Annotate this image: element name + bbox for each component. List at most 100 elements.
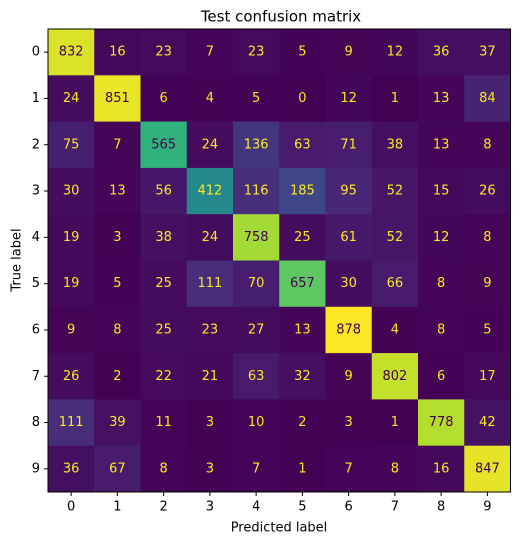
cell [418, 445, 465, 493]
cell-label: 4 [206, 91, 214, 106]
cell-label: 12 [340, 91, 357, 106]
y-axis-label: True label [10, 228, 25, 292]
cell [233, 214, 280, 261]
cell-label: 13 [433, 91, 450, 106]
cell [186, 353, 234, 400]
cell [233, 75, 280, 123]
cell [48, 75, 95, 123]
cell-label: 30 [340, 276, 357, 291]
cell [325, 353, 373, 400]
cell [464, 306, 511, 354]
y-tick-label: 7 [32, 369, 40, 384]
cell-label: 71 [340, 137, 357, 152]
cell [371, 75, 419, 123]
cell [94, 167, 141, 215]
cell-label: 851 [105, 91, 130, 106]
cell [140, 214, 188, 261]
cell-label: 13 [109, 184, 126, 199]
cell-label: 778 [429, 415, 454, 430]
cell-label: 9 [67, 322, 75, 337]
x-tick-label: 4 [252, 500, 260, 515]
cell-label: 7 [206, 45, 214, 60]
cell-label: 8 [113, 322, 121, 337]
cell [140, 445, 188, 493]
cell [48, 445, 95, 493]
cell [418, 214, 465, 261]
cell-label: 5 [113, 276, 121, 291]
cell-label: 39 [109, 415, 126, 430]
cell-label: 30 [63, 184, 80, 199]
cell [140, 75, 188, 123]
cell-label: 12 [433, 230, 450, 245]
cell [371, 167, 419, 215]
cell [464, 75, 511, 123]
cell [233, 306, 280, 354]
cell-label: 63 [248, 369, 265, 384]
cell-label: 17 [479, 369, 496, 384]
cell [186, 260, 234, 308]
cell [140, 306, 188, 354]
cell [94, 306, 141, 354]
cell-label: 25 [294, 230, 311, 245]
cell-label: 7 [113, 137, 121, 152]
cell-label: 22 [155, 369, 172, 384]
cell-label: 412 [197, 184, 222, 199]
cell [233, 353, 280, 400]
cell [48, 260, 95, 308]
y-tick-label: 8 [32, 415, 40, 430]
cell [464, 353, 511, 400]
cell [371, 399, 419, 447]
cell-label: 6 [437, 369, 445, 384]
cell [233, 260, 280, 308]
cell-label: 6 [159, 91, 167, 106]
cell-label: 847 [475, 461, 500, 476]
cell-label: 25 [155, 322, 172, 337]
cell [325, 75, 373, 123]
cell [140, 353, 188, 400]
cell-label: 26 [63, 369, 80, 384]
cell [279, 214, 326, 261]
cell-label: 7 [252, 461, 260, 476]
cell-label: 111 [197, 276, 222, 291]
cell-label: 7 [344, 461, 352, 476]
x-tick-label: 2 [159, 500, 167, 515]
cell-label: 19 [63, 230, 80, 245]
cell [418, 353, 465, 400]
cell [371, 353, 419, 400]
cell [140, 121, 188, 169]
cell [233, 29, 280, 76]
cell-label: 25 [155, 276, 172, 291]
cell-label: 24 [202, 137, 219, 152]
y-tick-label: 2 [32, 137, 40, 152]
cell [371, 306, 419, 354]
cell [94, 214, 141, 261]
cell [418, 260, 465, 308]
cell-label: 23 [248, 45, 265, 60]
cell [279, 75, 326, 123]
cell [464, 445, 511, 493]
cell [94, 399, 141, 447]
cell [48, 167, 95, 215]
x-tick-label: 6 [344, 500, 352, 515]
cell-label: 11 [155, 415, 172, 430]
cell-label: 42 [479, 415, 496, 430]
x-tick-label: 8 [437, 500, 445, 515]
cell-label: 66 [387, 276, 404, 291]
cell-label: 9 [344, 45, 352, 60]
cell [48, 399, 95, 447]
cell [279, 353, 326, 400]
cell-label: 38 [155, 230, 172, 245]
cell-label: 15 [433, 184, 450, 199]
cell [94, 445, 141, 493]
cell-label: 8 [437, 322, 445, 337]
cell-label: 3 [206, 461, 214, 476]
cell-label: 4 [391, 322, 399, 337]
cell [464, 121, 511, 169]
cell-label: 61 [340, 230, 357, 245]
cell-label: 136 [244, 137, 269, 152]
cell-label: 8 [483, 137, 491, 152]
cell-label: 10 [248, 415, 265, 430]
cell-label: 1 [391, 415, 399, 430]
cell-label: 3 [344, 415, 352, 430]
cell-label: 23 [155, 45, 172, 60]
